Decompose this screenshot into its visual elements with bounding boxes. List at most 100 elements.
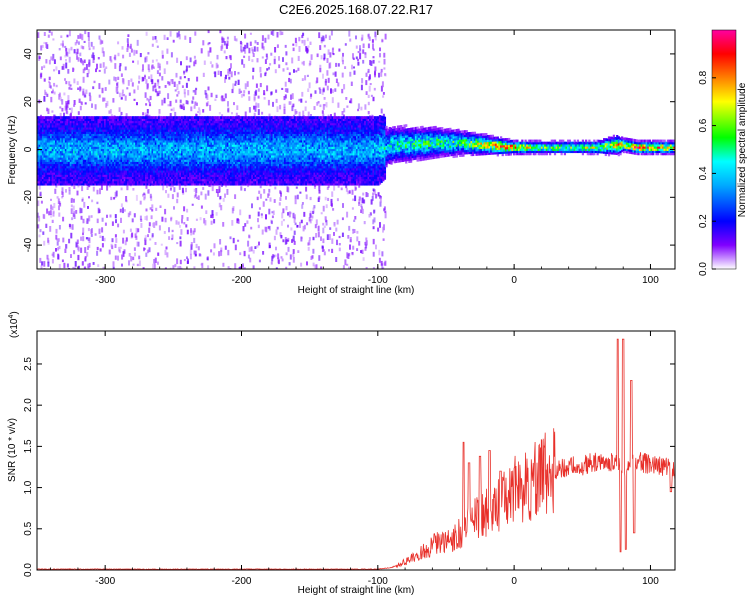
heatmap-cell [99,120,102,124]
heatmap-cell [244,111,247,117]
heatmap-cell [74,159,77,162]
heatmap-cell [164,157,167,160]
heatmap-cell [68,159,71,162]
heatmap-cell [127,43,129,48]
heatmap-cell [84,159,87,162]
heatmap-cell [177,90,180,95]
heatmap-cell [59,152,63,156]
heatmap-cell [220,249,223,256]
heatmap-cell [89,137,92,141]
heatmap-cell [51,152,54,156]
heatmap-cell [113,161,117,165]
heatmap-cell [383,67,386,70]
heatmap-cell [130,116,133,119]
heatmap-cell [316,53,319,58]
heatmap-cell [145,159,148,162]
heatmap-cell [166,146,169,150]
heatmap-cell [86,73,89,78]
heatmap-cell [50,198,52,201]
heatmap-cell [51,157,54,160]
heatmap-cell [172,163,176,167]
heatmap-cell [164,249,167,256]
heatmap-cell [166,154,169,158]
heatmap-cell [100,172,104,175]
heatmap-cell [174,126,177,130]
heatmap-cell [172,118,176,122]
heatmap-cell [105,124,108,128]
heatmap-cell [151,43,154,47]
heatmap-cell [158,144,161,147]
heatmap-cell [61,176,64,180]
heatmap-cell [177,159,180,162]
heatmap-cell [152,66,155,69]
heatmap-cell [300,236,303,242]
heatmap-cell [116,81,119,88]
heatmap-cell [87,142,90,145]
heatmap-cell [293,69,295,73]
heatmap-cell [53,178,56,182]
heatmap-cell [91,176,94,180]
heatmap-cell [193,188,196,192]
heatmap-cell [76,129,79,132]
heatmap-cell [141,116,144,119]
heatmap-cell [156,139,159,143]
heatmap-cell [380,85,383,92]
heatmap-cell [118,131,122,134]
heatmap-cell [102,139,105,143]
heatmap-cell [46,163,50,167]
heatmap-cell [117,161,120,165]
heatmap-cell [68,144,71,147]
heatmap-cell [146,150,149,154]
heatmap-cell [179,180,182,184]
heatmap-cell [130,172,133,175]
heatmap-cell [174,161,177,165]
heatmap-cell [196,102,198,106]
heatmap-cell [174,139,177,143]
heatmap-cell [50,133,53,137]
heatmap-cell [105,135,108,139]
heatmap-cell [43,148,46,152]
heatmap-cell [84,165,87,169]
heatmap-cell [82,148,86,152]
heatmap-cell [55,139,58,143]
heatmap-cell [41,124,45,128]
heatmap-cell [158,116,161,119]
heatmap-cell [341,232,344,237]
heatmap-cell [110,169,113,173]
heatmap-cell [367,111,370,115]
heatmap-cell [116,91,119,94]
heatmap-cell [167,148,171,152]
heatmap-cell [104,135,107,139]
heatmap-cell [109,161,112,165]
heatmap-cell [64,174,68,177]
heatmap-cell [41,178,45,182]
heatmap-cell [172,182,176,186]
heatmap-cell [213,219,216,224]
heatmap-cell [38,118,41,122]
heatmap-cell [343,108,346,113]
heatmap-cell [64,165,68,169]
heatmap-cell [158,165,161,169]
heatmap-cell [64,137,68,141]
heatmap-cell [56,180,59,184]
heatmap-cell [70,232,73,239]
heatmap-cell [50,169,53,173]
heatmap-cell [133,169,136,173]
heatmap-cell [55,122,58,126]
heatmap-cell [41,122,45,126]
heatmap-cell [164,150,167,154]
heatmap-cell [163,118,166,122]
heatmap-cell [154,169,158,173]
heatmap-cell [211,186,214,192]
heatmap-cell [40,157,43,160]
heatmap-cell [297,67,300,71]
heatmap-cell [258,207,261,210]
heatmap-cell [140,157,143,160]
heatmap-cell [77,165,81,169]
heatmap-cell [78,98,81,103]
heatmap-cell [55,167,58,171]
heatmap-cell [74,142,77,145]
heatmap-cell [118,139,122,143]
heatmap-cell [87,133,90,137]
heatmap-cell [109,165,112,169]
